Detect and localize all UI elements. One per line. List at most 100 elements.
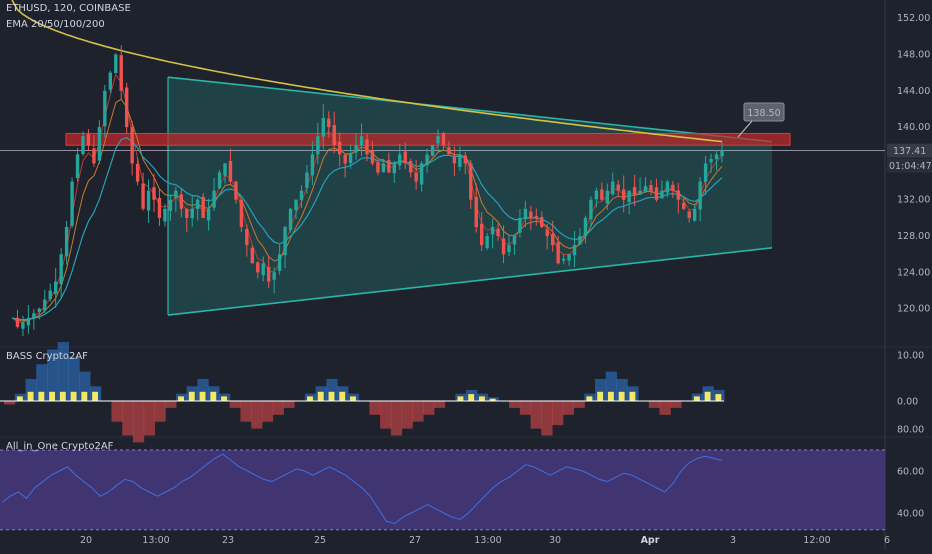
candle-body: [157, 197, 162, 218]
bass-bar: [412, 401, 424, 422]
candle-body: [479, 223, 484, 246]
bass-bar: [261, 401, 274, 422]
candle-body: [507, 245, 511, 253]
bass-bar: [562, 401, 575, 415]
bass-bar: [369, 401, 381, 415]
time-tick-label: Apr: [641, 535, 660, 546]
bass-bar: [57, 342, 69, 401]
candle-body: [97, 127, 102, 161]
bass-bar: [595, 378, 607, 401]
rsi-tick-label: 60.00: [897, 467, 924, 478]
candle-body: [638, 190, 642, 195]
bass-bar: [165, 401, 177, 408]
candle-body: [376, 162, 380, 173]
bass-bar: [46, 349, 59, 401]
time-tick-label: 6: [884, 535, 890, 546]
candle-body: [272, 272, 276, 280]
candle-body: [501, 238, 506, 255]
candle-body: [212, 190, 216, 208]
countdown-bg: [887, 158, 932, 173]
time-tick-label: 3: [730, 535, 736, 546]
price-tick-label: 152.00: [897, 13, 930, 24]
candle-body: [163, 208, 167, 222]
ema200-line: [11, 0, 723, 143]
candle-body: [529, 211, 533, 218]
candle-body: [206, 208, 211, 221]
candle-body: [168, 199, 173, 211]
candle-body: [283, 226, 287, 256]
candle-body: [556, 242, 560, 264]
candle-body: [392, 163, 397, 174]
price-tick-label: 144.00: [897, 86, 930, 97]
candle-body: [447, 147, 451, 155]
candle-body: [59, 254, 63, 285]
bass-bar: [197, 378, 209, 401]
bass-tick-label: 10.00: [897, 351, 924, 362]
candle-body: [720, 150, 724, 157]
candle-body: [321, 118, 326, 137]
candle-body: [365, 139, 369, 155]
candle-body: [654, 187, 659, 200]
candle-body: [141, 183, 145, 209]
candle-body: [387, 160, 391, 173]
candle-body: [523, 208, 528, 220]
bass-bar: [423, 401, 435, 415]
candle-body: [550, 234, 555, 246]
candle-body: [463, 155, 468, 164]
bass-bar: [4, 401, 16, 405]
candle-body: [135, 163, 140, 182]
candle-body: [305, 172, 309, 188]
bass-bar: [629, 391, 636, 401]
bass-bar: [478, 396, 485, 401]
candle-body: [26, 317, 31, 326]
rsi-line: [1, 453, 723, 525]
bass-bar: [307, 396, 313, 401]
resistance-zone: [65, 132, 791, 146]
candle-body: [114, 54, 118, 73]
bass-bar: [552, 401, 564, 426]
callout-pointer: [737, 120, 753, 138]
candle-body: [616, 184, 620, 191]
candle-body: [649, 185, 653, 191]
bass-bar: [607, 391, 614, 401]
candle-body: [430, 145, 435, 156]
candle-body: [561, 258, 566, 261]
bass-bar: [659, 401, 671, 415]
bass-bar: [251, 401, 263, 429]
candle-body: [512, 236, 517, 245]
candle-body: [627, 190, 631, 203]
rsi-tick-label: 80.00: [897, 425, 924, 436]
bass-bar: [670, 401, 682, 408]
candle-body: [43, 299, 47, 311]
candle-body: [288, 208, 293, 231]
last-price-tag: 137.41: [887, 143, 932, 158]
candle-body: [490, 226, 495, 235]
candle-body: [174, 190, 178, 199]
bass-bar: [221, 396, 227, 401]
bass-bar: [68, 356, 80, 401]
bass-bar: [350, 396, 356, 401]
candle-body: [419, 163, 424, 185]
bass-bar: [328, 391, 335, 401]
bass-bar: [38, 391, 45, 401]
candle-body: [474, 196, 478, 227]
candle-body: [469, 163, 473, 200]
candle-body: [299, 190, 304, 201]
candle-body: [53, 281, 58, 294]
bass-bar: [229, 401, 241, 408]
candle-body: [682, 202, 686, 209]
bass-bar: [390, 401, 403, 436]
time-tick-label: 23: [222, 535, 234, 546]
bass-bar: [339, 391, 346, 401]
time-tick-label: 30: [549, 535, 561, 546]
candle-body: [70, 181, 74, 226]
candle-body: [687, 211, 691, 218]
candle-body: [611, 181, 615, 195]
candle-body: [86, 134, 91, 146]
candle-body: [130, 127, 134, 164]
bass-bar: [648, 401, 661, 408]
candle-body: [621, 189, 626, 200]
candle-body: [310, 154, 315, 176]
